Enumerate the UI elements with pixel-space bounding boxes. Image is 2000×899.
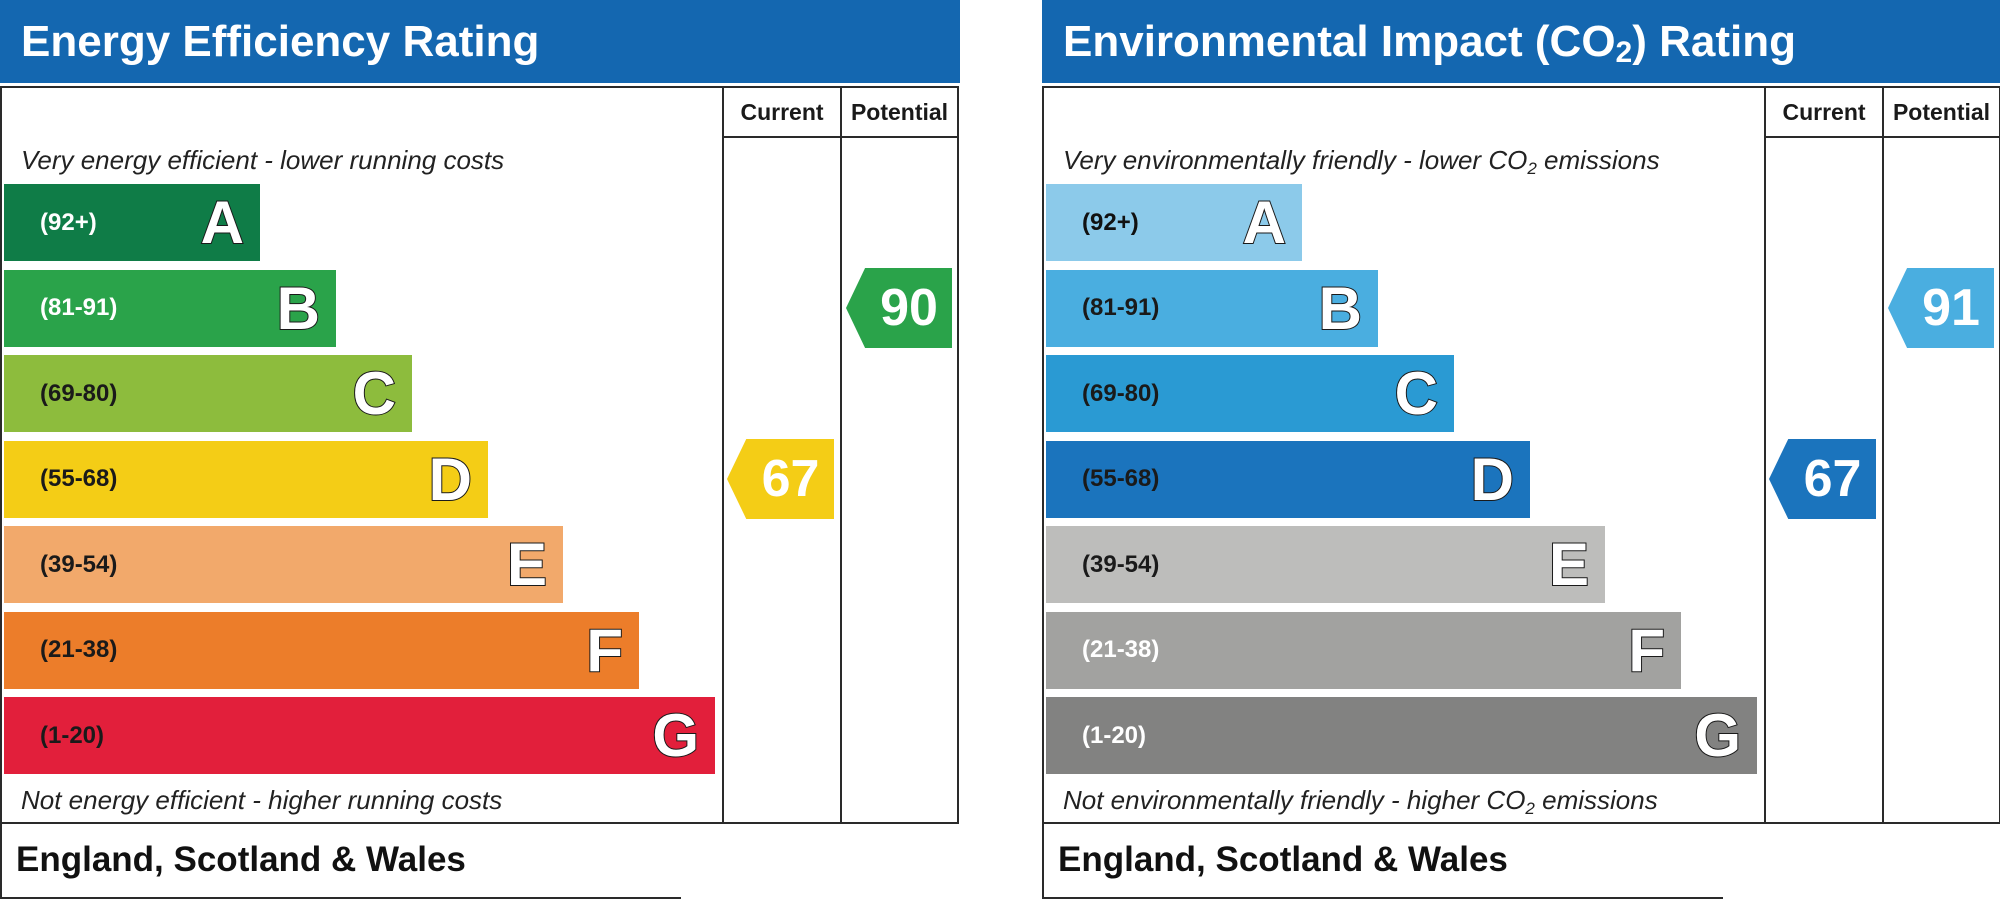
rating-band-f: (21-38) F: [4, 611, 639, 689]
rating-band-d: (55-68) D: [1046, 440, 1530, 518]
band-letter: G: [1693, 701, 1742, 770]
band-letter: B: [1318, 274, 1363, 343]
bottom-note: Not environmentally friendly - higher CO…: [1063, 785, 1658, 818]
band-letter: A: [200, 188, 245, 257]
column-divider: [1764, 88, 1766, 822]
band-range-label: (81-91): [1082, 294, 1160, 321]
band-letter: C: [352, 359, 397, 428]
column-divider: [722, 88, 724, 822]
energy-efficiency-title: Energy Efficiency Rating: [0, 0, 960, 83]
band-letter: D: [428, 445, 473, 514]
column-divider: [840, 88, 842, 822]
band-range-label: (92+): [1082, 208, 1139, 236]
band-letter: D: [1470, 445, 1515, 514]
top-note: Very environmentally friendly - lower CO…: [1063, 145, 1660, 178]
current-column-header: Current: [1782, 99, 1866, 125]
potential-column-header: Potential: [1892, 99, 1991, 125]
rating-band-f: (21-38) F: [1046, 611, 1681, 689]
band-letter: E: [506, 530, 548, 599]
band-range-label: (21-38): [40, 636, 118, 663]
band-range-label: (21-38): [1082, 636, 1160, 663]
current-rating-arrow: 67: [727, 439, 834, 519]
band-range-label: (1-20): [1082, 721, 1147, 749]
rating-band-a: (92+) A: [4, 184, 260, 261]
band-letter: B: [276, 274, 321, 343]
band-range-label: (92+): [40, 208, 97, 236]
header-divider: [724, 136, 957, 138]
rating-band-c: (69-80) C: [1046, 355, 1454, 432]
rating-band-e: (39-54) E: [1046, 526, 1605, 603]
potential-rating-arrow: 90: [846, 268, 952, 348]
band-letter: C: [1394, 359, 1439, 428]
bottom-note: Not energy efficient - higher running co…: [21, 785, 503, 815]
rating-band-d: (55-68) D: [4, 440, 488, 518]
environmental-impact-title: Environmental Impact (CO2) Rating: [1042, 0, 2000, 83]
rating-band-b: (81-91) B: [1046, 269, 1378, 347]
rating-band-a: (92+) A: [1046, 184, 1302, 261]
band-range-label: (39-54): [1082, 550, 1160, 578]
environmental-impact-panel: Environmental Impact (CO2) Rating Curren…: [1042, 0, 2000, 899]
potential-rating-arrow: 91: [1888, 268, 1994, 348]
rating-frame: Current Potential Very environmentally f…: [1042, 86, 2000, 824]
band-letter: F: [1627, 616, 1666, 685]
band-letter: E: [1548, 530, 1590, 599]
rating-frame: Current Potential Very energy efficient …: [0, 86, 959, 824]
band-range-label: (1-20): [40, 721, 105, 749]
top-note: Very energy efficient - lower running co…: [21, 145, 505, 175]
band-range-label: (81-91): [40, 294, 118, 321]
potential-column-header: Potential: [850, 99, 949, 125]
rating-band-g: (1-20) G: [1046, 697, 1757, 774]
band-range-label: (39-54): [40, 550, 118, 578]
band-letter: G: [651, 701, 700, 770]
band-range-label: (69-80): [1082, 379, 1160, 407]
energy-efficiency-panel: Energy Efficiency Rating Current Potenti…: [0, 0, 960, 899]
rating-band-b: (81-91) B: [4, 269, 336, 347]
region-footer: England, Scotland & Wales: [1042, 824, 1723, 899]
column-divider: [1882, 88, 1884, 822]
band-range-label: (55-68): [40, 465, 118, 492]
rating-band-e: (39-54) E: [4, 526, 563, 603]
rating-band-c: (69-80) C: [4, 355, 412, 432]
header-divider: [1766, 136, 1999, 138]
rating-band-g: (1-20) G: [4, 697, 715, 774]
band-range-label: (55-68): [1082, 465, 1160, 492]
band-letter: A: [1242, 188, 1287, 257]
current-column-header: Current: [740, 99, 824, 125]
band-range-label: (69-80): [40, 379, 118, 407]
band-letter: F: [585, 616, 624, 685]
current-rating-arrow: 67: [1769, 439, 1876, 519]
region-footer: England, Scotland & Wales: [0, 824, 681, 899]
